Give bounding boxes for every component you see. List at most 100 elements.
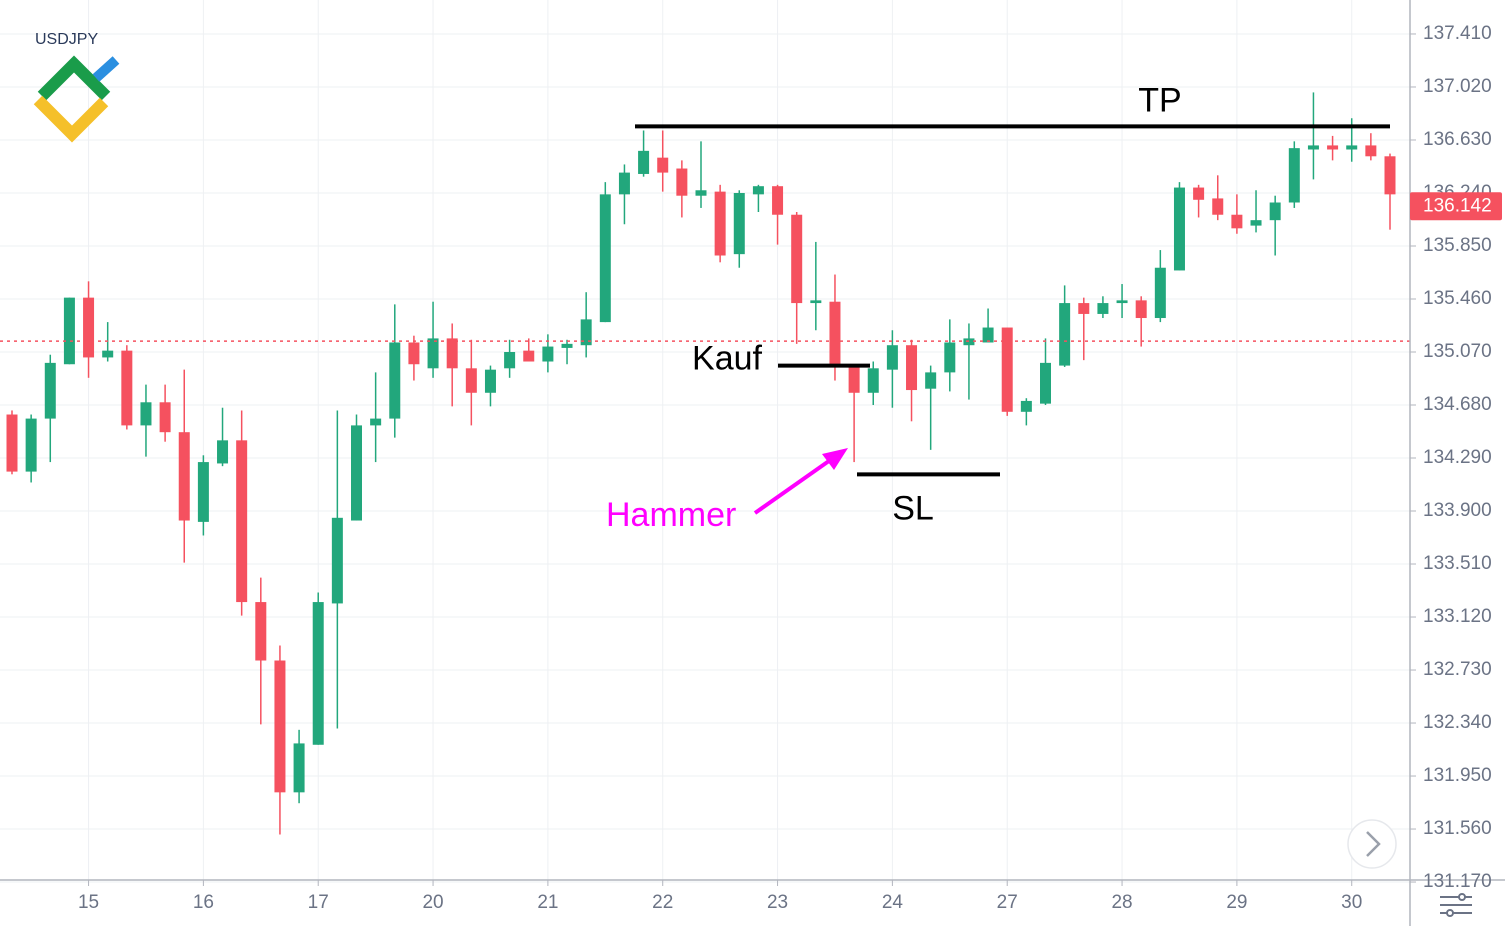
candle-body — [982, 327, 994, 343]
logo — [33, 55, 120, 143]
candle-body — [925, 372, 937, 389]
candle-body — [944, 342, 956, 373]
candle-body — [1269, 202, 1281, 221]
candle-body — [1307, 145, 1319, 150]
candle-body — [561, 343, 573, 348]
candle-body — [1346, 145, 1358, 150]
y-tick-label: 132.340 — [1423, 712, 1492, 733]
candle-body — [657, 157, 669, 173]
candle-body — [523, 350, 535, 362]
candle-body — [1250, 220, 1262, 226]
candle-body — [1193, 187, 1205, 200]
candle-body — [1135, 300, 1147, 319]
candle-body — [331, 517, 343, 604]
y-tick-label: 131.950 — [1423, 765, 1492, 786]
y-tick-label: 133.900 — [1423, 500, 1492, 521]
candle-body — [102, 350, 114, 358]
candle-body — [1212, 198, 1224, 215]
last-price-box — [1410, 192, 1502, 221]
candle-body — [121, 350, 133, 426]
candle-body — [351, 425, 362, 521]
y-tick-label: 135.850 — [1423, 235, 1492, 256]
x-tick-label: 29 — [1226, 892, 1247, 913]
candle-body — [772, 186, 784, 215]
candle-body — [542, 346, 554, 362]
x-tick-label: 22 — [652, 892, 673, 913]
x-tick-label: 27 — [997, 892, 1018, 913]
candle-body — [1059, 303, 1071, 366]
candle-body — [1001, 327, 1013, 412]
candle-body — [274, 660, 286, 793]
candle-body — [6, 414, 18, 472]
x-tick-label: 16 — [193, 892, 214, 913]
candle-body — [217, 440, 229, 464]
candle-body — [293, 743, 305, 793]
candle-body — [63, 297, 75, 365]
candle-body — [484, 369, 496, 393]
candle-body — [83, 297, 95, 358]
candle-body — [1040, 362, 1051, 404]
candle-body — [599, 194, 611, 323]
y-tick-label: 135.460 — [1423, 288, 1492, 309]
candle-body — [906, 345, 918, 391]
candle-body — [1384, 156, 1396, 195]
candle-body — [446, 338, 458, 369]
y-tick-label: 134.290 — [1423, 447, 1492, 468]
y-tick-label: 132.730 — [1423, 659, 1492, 680]
x-tick-label: 21 — [537, 892, 558, 913]
annotation: Hammer — [606, 496, 736, 534]
settings-icon[interactable] — [1440, 893, 1472, 917]
candle-body — [1365, 145, 1377, 157]
y-tick-label: 133.120 — [1423, 606, 1492, 627]
candle-body — [236, 440, 248, 603]
candle-body — [389, 342, 401, 419]
candle-body — [465, 368, 477, 393]
candle-body — [1327, 145, 1339, 150]
candle-body — [1231, 214, 1243, 229]
y-tick-label: 131.170 — [1423, 871, 1492, 892]
candle-body — [504, 352, 516, 369]
candle-body — [1173, 187, 1185, 271]
candle-body — [1288, 148, 1300, 203]
candle-body — [638, 150, 650, 174]
candle-body — [1116, 300, 1128, 304]
y-tick-label: 134.680 — [1423, 394, 1492, 415]
last-price-label: 136.142 — [1423, 195, 1492, 216]
candle-body — [159, 402, 171, 433]
symbol: USDJPY — [35, 31, 98, 48]
y-tick-label: 137.020 — [1423, 76, 1492, 97]
candle-body — [867, 368, 879, 393]
candle-body — [1078, 303, 1090, 314]
y-tick-label: 135.070 — [1423, 341, 1492, 362]
x-tick-label: 28 — [1111, 892, 1132, 913]
x-tick-label: 20 — [422, 892, 443, 913]
candle-body — [695, 190, 707, 196]
candle-body — [1097, 303, 1109, 314]
candle-body — [140, 402, 152, 426]
axes: 137.410137.020136.630136.240135.850135.4… — [78, 23, 1502, 913]
candle-body — [255, 602, 267, 661]
candle-body — [791, 214, 803, 304]
scroll-button[interactable] — [1347, 819, 1397, 869]
candle-body — [427, 338, 439, 369]
hammer-arrow — [753, 448, 848, 515]
y-tick-label: 136.630 — [1423, 129, 1492, 150]
candle-body — [714, 191, 726, 256]
candle-body — [178, 432, 190, 521]
level-label: TP — [1138, 81, 1181, 119]
candle-body — [676, 168, 688, 196]
y-tick-label: 131.560 — [1423, 818, 1492, 839]
candle-body — [580, 319, 592, 346]
candle-body — [408, 342, 420, 365]
candle-body — [370, 418, 382, 426]
level-label: Kauf — [692, 340, 762, 378]
candle-body — [848, 365, 860, 393]
candle-body — [1154, 267, 1166, 319]
x-tick-label: 17 — [308, 892, 329, 913]
level-label: SL — [892, 489, 934, 527]
candle-body — [312, 602, 324, 745]
candle-body — [197, 462, 209, 522]
candle-body — [810, 300, 822, 304]
